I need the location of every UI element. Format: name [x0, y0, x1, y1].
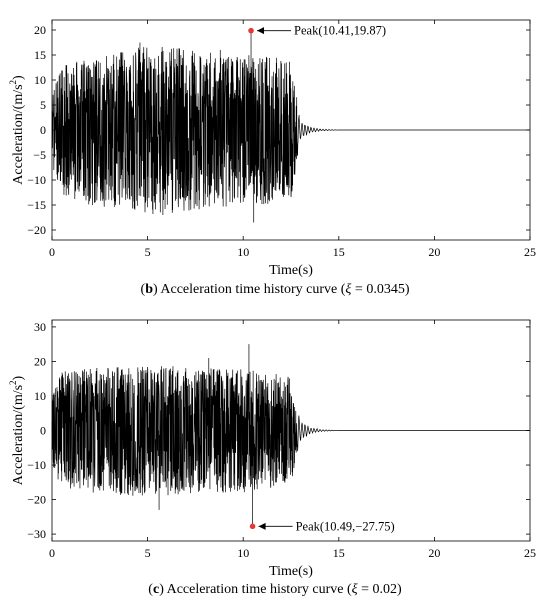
y-tick-label: 0 [40, 123, 46, 137]
x-axis-label: Time(s) [269, 263, 313, 278]
y-tick-label: −20 [27, 493, 46, 507]
x-tick-label: 0 [49, 546, 55, 560]
x-tick-label: 0 [49, 245, 55, 259]
chart-panel-b: 0 5 10 15 20 25 −20 −15 −10 −5 0 5 10 15 20 Time(s) Acce… [8, 19, 536, 278]
y-tick-label: −15 [27, 198, 46, 212]
caption-b: (b) Acceleration time history curve (ξ =… [140, 282, 410, 297]
y-tick-label: −10 [27, 458, 46, 472]
caption-c: (c) Acceleration time history curve (ξ =… [148, 582, 402, 597]
peak-marker [249, 523, 256, 530]
x-tick-label: 15 [333, 245, 345, 259]
peak-marker [248, 27, 254, 34]
x-tick-label: 20 [428, 245, 440, 259]
caption-b-symbol: ξ [345, 282, 352, 297]
y-tick-label: 0 [40, 424, 46, 438]
peak-arrow-head [257, 27, 265, 35]
x-tick-label: 5 [145, 245, 151, 259]
peak-annotation: Peak(10.49,−27.75) [296, 519, 395, 533]
y-axis-label-sup: 2 [8, 80, 18, 85]
y-axis-label: Acceleration/(m/s2) [8, 375, 26, 485]
y-tick-label: 30 [34, 320, 46, 334]
y-axis-label-sup: 2 [8, 380, 18, 385]
y-tick-label: 20 [34, 354, 46, 368]
y-tick-label: 10 [34, 389, 46, 403]
x-tick-label: 25 [524, 245, 536, 259]
y-tick-label: 20 [34, 23, 46, 37]
caption-b-text: Acceleration time history curve ( [160, 282, 346, 297]
y-axis-label: Acceleration/(m/s2) [8, 75, 26, 185]
y-axis-label-close: ) [11, 75, 26, 80]
caption-c-label: c [152, 582, 160, 597]
caption-c-symbol: ξ [351, 582, 358, 597]
peak-annotation: Peak(10.41,19.87) [294, 24, 386, 38]
y-tick-label: −30 [27, 527, 46, 541]
caption-b-label: b [145, 282, 153, 297]
y-tick-label: 10 [34, 73, 46, 87]
chart-panel-c: 0 5 10 15 20 25 −30 −20 −10 0 10 20 30 Time(s) Acceler… [8, 319, 536, 579]
signal-trace [51, 344, 530, 527]
caption-b-eq: = 0.0345) [351, 282, 410, 297]
y-tick-label: −5 [33, 148, 46, 162]
y-axis-label-close: ) [11, 375, 26, 380]
y-tick-label: 15 [34, 48, 46, 62]
y-tick-label: −20 [27, 223, 46, 237]
y-tick-label: −10 [27, 173, 46, 187]
y-tick-label: 5 [40, 98, 46, 112]
peak-arrow-head [258, 522, 266, 530]
y-axis-label-main: Acceleration/(m/s [11, 385, 26, 485]
x-tick-label: 5 [145, 546, 151, 560]
caption-c-text: Acceleration time history curve ( [166, 582, 352, 597]
x-tick-label: 25 [524, 546, 536, 560]
caption-c-eq: = 0.02) [357, 582, 402, 597]
x-tick-label: 20 [428, 546, 440, 560]
y-axis-label-main: Acceleration/(m/s [11, 84, 26, 184]
signal-trace [51, 30, 530, 223]
x-tick-label: 10 [237, 245, 249, 259]
x-tick-label: 15 [333, 546, 345, 560]
x-tick-label: 10 [237, 546, 249, 560]
x-axis-label: Time(s) [269, 564, 313, 579]
